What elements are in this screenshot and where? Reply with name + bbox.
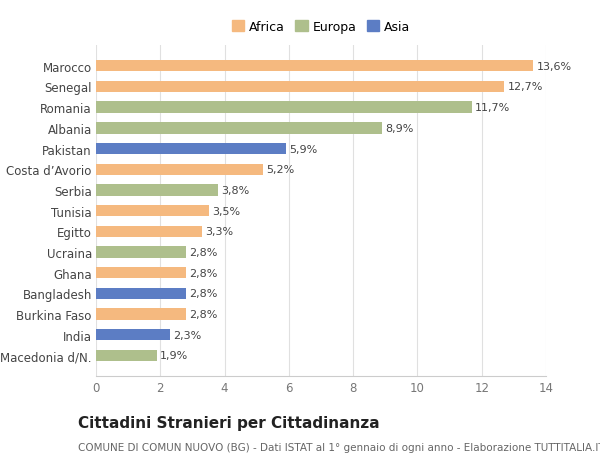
Bar bbox=[96, 268, 186, 279]
Text: 12,7%: 12,7% bbox=[508, 82, 543, 92]
Text: COMUNE DI COMUN NUOVO (BG) - Dati ISTAT al 1° gennaio di ogni anno - Elaborazion: COMUNE DI COMUN NUOVO (BG) - Dati ISTAT … bbox=[78, 442, 600, 452]
Legend: Africa, Europa, Asia: Africa, Europa, Asia bbox=[227, 16, 415, 39]
Text: 2,3%: 2,3% bbox=[173, 330, 202, 340]
Bar bbox=[96, 309, 186, 320]
Bar bbox=[96, 102, 472, 113]
Text: 3,5%: 3,5% bbox=[212, 206, 240, 216]
Text: 2,8%: 2,8% bbox=[189, 289, 218, 299]
Text: 8,9%: 8,9% bbox=[385, 123, 413, 134]
Text: 5,9%: 5,9% bbox=[289, 144, 317, 154]
Bar bbox=[96, 330, 170, 341]
Bar bbox=[96, 226, 202, 237]
Text: 3,3%: 3,3% bbox=[205, 227, 233, 237]
Bar bbox=[96, 144, 286, 155]
Text: 1,9%: 1,9% bbox=[160, 351, 188, 361]
Bar bbox=[96, 247, 186, 258]
Bar bbox=[96, 288, 186, 299]
Text: 11,7%: 11,7% bbox=[475, 103, 511, 113]
Text: Cittadini Stranieri per Cittadinanza: Cittadini Stranieri per Cittadinanza bbox=[78, 415, 380, 431]
Text: 2,8%: 2,8% bbox=[189, 247, 218, 257]
Bar bbox=[96, 185, 218, 196]
Text: 2,8%: 2,8% bbox=[189, 309, 218, 319]
Bar bbox=[96, 82, 504, 93]
Bar bbox=[96, 61, 533, 72]
Bar bbox=[96, 350, 157, 361]
Bar bbox=[96, 123, 382, 134]
Bar bbox=[96, 206, 209, 217]
Text: 2,8%: 2,8% bbox=[189, 268, 218, 278]
Bar bbox=[96, 164, 263, 175]
Text: 5,2%: 5,2% bbox=[266, 165, 295, 175]
Text: 3,8%: 3,8% bbox=[221, 185, 250, 196]
Text: 13,6%: 13,6% bbox=[536, 62, 571, 72]
